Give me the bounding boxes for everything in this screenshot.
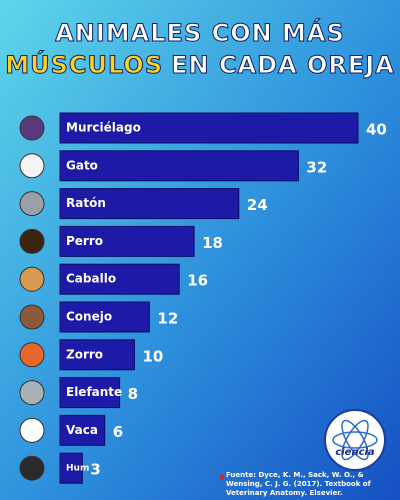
value-label: 10	[143, 347, 164, 365]
title-line2: MÚSCULOS EN CADA OREJA	[5, 49, 395, 79]
animal-icon	[19, 115, 45, 141]
category-label: Ratón	[66, 196, 106, 210]
value-label: 40	[366, 121, 387, 139]
animal-icon	[19, 304, 45, 330]
category-label: Perro	[66, 234, 103, 248]
animal-icon	[19, 342, 45, 368]
value-label: 24	[247, 196, 268, 214]
source: Fuente: Dyce, K. M., Sack, W. O., & Wens…	[226, 471, 371, 497]
rows: Murciélago 40 Gato 32 Ratón 24 Perro 18 Caballo 1…	[19, 112, 387, 484]
value-label: 12	[157, 310, 178, 328]
bar	[59, 188, 240, 220]
animal-icon	[19, 153, 45, 179]
category-label: Caballo	[66, 272, 116, 286]
bar	[59, 263, 180, 295]
animal-icon	[19, 191, 45, 217]
bar	[59, 150, 299, 182]
bar	[59, 301, 150, 333]
logo-orbit	[332, 431, 378, 449]
bar	[59, 452, 83, 484]
bar	[59, 377, 121, 409]
logo: ciencia	[324, 409, 386, 471]
value-label: 18	[202, 234, 223, 252]
category-label: Elefante	[66, 385, 122, 399]
animal-icon	[19, 380, 45, 406]
title-rest: EN CADA OREJA	[171, 51, 395, 79]
value-label: 8	[128, 385, 138, 403]
category-label: Zorro	[66, 347, 103, 361]
bar	[59, 225, 195, 257]
source-box: Fuente: Dyce, K. M., Sack, W. O., & Wens…	[226, 471, 371, 497]
animal-icon	[19, 455, 45, 481]
title-line1: ANIMALES CON MÁS	[55, 18, 345, 47]
category-label: Vaca	[66, 423, 98, 437]
bar	[59, 112, 359, 144]
logo-orbit	[341, 419, 369, 461]
source-marker	[219, 474, 225, 480]
category-label: Hum	[66, 464, 89, 474]
value-label: 16	[187, 272, 208, 290]
bar	[59, 414, 106, 446]
category-label: Conejo	[66, 310, 112, 324]
title-highlight: MÚSCULOS	[5, 49, 163, 79]
value-label: 6	[113, 423, 123, 441]
logo-orbit	[341, 419, 369, 461]
value-label: 3	[90, 461, 100, 479]
category-label: Murciélago	[66, 121, 141, 135]
logo-circle	[324, 409, 386, 471]
category-label: Gato	[66, 158, 98, 172]
animal-icon	[19, 228, 45, 254]
animal-icon	[19, 266, 45, 292]
bar	[59, 339, 135, 371]
logo-text: ciencia	[335, 447, 375, 458]
animal-icon	[19, 417, 45, 443]
value-label: 32	[306, 158, 327, 176]
